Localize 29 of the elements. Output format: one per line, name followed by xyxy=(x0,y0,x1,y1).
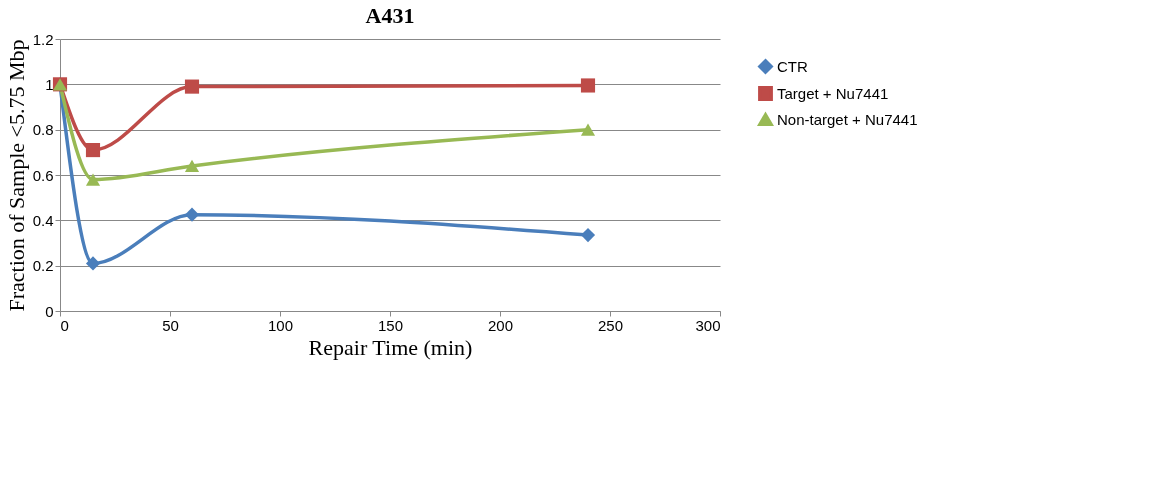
y-tick-label: 0.8 xyxy=(32,121,54,139)
point xyxy=(184,79,200,94)
point xyxy=(580,123,596,136)
x-tick-label: 0 xyxy=(60,316,69,334)
point xyxy=(184,159,200,173)
x-tick-label: 250 xyxy=(597,316,624,334)
chart-title: A431 xyxy=(365,3,415,28)
point xyxy=(85,256,101,271)
y-tick-label: 0.2 xyxy=(32,257,54,275)
y-tick-label: 0 xyxy=(45,302,54,320)
y-tick-label: 0.6 xyxy=(32,166,54,184)
y-tick-label: 1.2 xyxy=(32,30,54,48)
point xyxy=(580,78,596,93)
x-tick-label: 100 xyxy=(267,316,294,334)
x-tick-label: 150 xyxy=(377,316,404,334)
x-axis-title: Repair Time (min) xyxy=(308,334,473,360)
point xyxy=(184,207,200,222)
point xyxy=(85,143,101,158)
y-tick-label: 0.4 xyxy=(32,211,54,229)
x-tick-label: 200 xyxy=(487,316,514,334)
y-axis-title: Fraction of Sample <5.75 Mbp xyxy=(3,39,29,312)
y-tick-label: 1 xyxy=(45,75,54,93)
legend-label: Target + Nu7441 xyxy=(777,84,889,102)
legend-label: CTR xyxy=(777,57,808,75)
x-tick-label: 300 xyxy=(695,316,721,334)
x-tick-label: 50 xyxy=(162,316,179,334)
point xyxy=(85,173,101,186)
legend-label: Non-target + Nu7441 xyxy=(777,110,918,128)
point xyxy=(580,228,596,243)
